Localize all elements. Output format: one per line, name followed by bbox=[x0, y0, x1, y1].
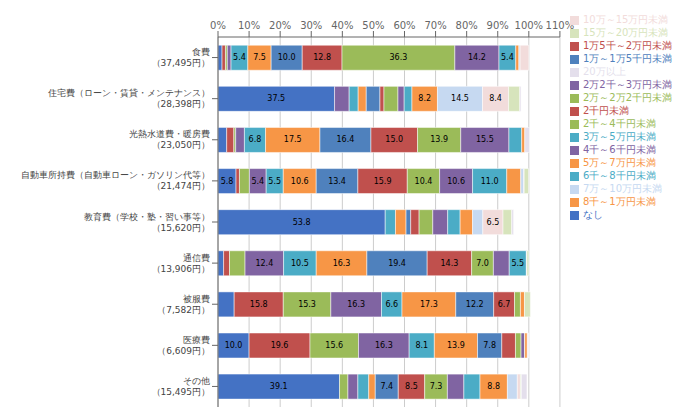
svg-text:5.5: 5.5 bbox=[511, 259, 524, 268]
svg-text:10.6: 10.6 bbox=[291, 177, 309, 186]
svg-text:その他（15,495円）: その他（15,495円） bbox=[152, 376, 211, 397]
html-text:20万以上: 20万以上 bbox=[582, 66, 626, 77]
html-text:4千～6千円未満: 4千～6千円未満 bbox=[582, 144, 656, 155]
svg-text:70%: 70% bbox=[424, 20, 446, 31]
svg-text:7.0: 7.0 bbox=[476, 259, 489, 268]
svg-text:通信費（13,906円）: 通信費（13,906円） bbox=[152, 253, 211, 274]
svg-text:37.5: 37.5 bbox=[267, 94, 285, 103]
svg-text:8.8: 8.8 bbox=[487, 382, 500, 391]
svg-text:15.9: 15.9 bbox=[374, 177, 392, 186]
svg-text:16.4: 16.4 bbox=[337, 135, 355, 144]
svg-text:10.6: 10.6 bbox=[447, 177, 465, 186]
svg-text:15.6: 15.6 bbox=[325, 341, 343, 350]
svg-text:光熱水道費・暖房費（23,050円）: 光熱水道費・暖房費（23,050円） bbox=[129, 129, 210, 150]
svg-text:8.4: 8.4 bbox=[489, 94, 502, 103]
svg-text:20%: 20% bbox=[269, 20, 291, 31]
svg-text:自動車所持費（自動車ローン・ガソリン代等）（21,474円）: 自動車所持費（自動車ローン・ガソリン代等）（21,474円） bbox=[21, 170, 210, 191]
svg-text:7.4: 7.4 bbox=[380, 382, 393, 391]
svg-text:13.9: 13.9 bbox=[447, 341, 465, 350]
svg-text:12.2: 12.2 bbox=[466, 300, 484, 309]
svg-text:14.2: 14.2 bbox=[468, 53, 486, 62]
html-text:5万～7万円未満: 5万～7万円未満 bbox=[582, 157, 656, 168]
svg-text:10.0: 10.0 bbox=[278, 53, 296, 62]
html-text:15万～20万円未満: 15万～20万円未満 bbox=[582, 27, 669, 38]
svg-text:10%: 10% bbox=[238, 20, 260, 31]
svg-text:被服費（7,582円）: 被服費（7,582円） bbox=[157, 294, 210, 315]
svg-text:6.7: 6.7 bbox=[498, 300, 511, 309]
svg-text:19.4: 19.4 bbox=[388, 259, 406, 268]
svg-text:36.3: 36.3 bbox=[390, 53, 408, 62]
svg-text:5.4: 5.4 bbox=[501, 53, 514, 62]
svg-text:5.4: 5.4 bbox=[251, 177, 264, 186]
html-text:2千円未満: 2千円未満 bbox=[582, 105, 630, 116]
svg-text:15.8: 15.8 bbox=[250, 300, 268, 309]
svg-text:5.4: 5.4 bbox=[233, 53, 246, 62]
svg-text:10.4: 10.4 bbox=[415, 177, 433, 186]
svg-text:6.6: 6.6 bbox=[385, 300, 398, 309]
svg-text:8.1: 8.1 bbox=[415, 341, 428, 350]
html-text:2万2千～3万円未満: 2万2千～3万円未満 bbox=[582, 79, 672, 90]
html-text:10万～15万円未満: 10万～15万円未満 bbox=[582, 14, 669, 25]
svg-text:6.8: 6.8 bbox=[249, 135, 262, 144]
svg-text:16.3: 16.3 bbox=[333, 259, 351, 268]
svg-text:5.5: 5.5 bbox=[268, 177, 281, 186]
svg-text:教育費（学校・塾・習い事等）（15,620円）: 教育費（学校・塾・習い事等）（15,620円） bbox=[84, 212, 210, 233]
html-text:1万5千～2万円未満: 1万5千～2万円未満 bbox=[582, 40, 672, 51]
html-text:8千～1万円未満: 8千～1万円未満 bbox=[582, 196, 656, 207]
svg-text:30%: 30% bbox=[300, 20, 322, 31]
svg-text:0%: 0% bbox=[210, 20, 226, 31]
svg-text:13.4: 13.4 bbox=[328, 177, 346, 186]
svg-text:12.8: 12.8 bbox=[313, 53, 331, 62]
svg-text:15.0: 15.0 bbox=[385, 135, 403, 144]
html-text:1万～1万5千円未満: 1万～1万5千円未満 bbox=[582, 53, 672, 64]
svg-text:10.5: 10.5 bbox=[291, 259, 309, 268]
svg-text:15.5: 15.5 bbox=[476, 135, 494, 144]
svg-text:14.3: 14.3 bbox=[441, 259, 459, 268]
svg-text:39.1: 39.1 bbox=[270, 382, 288, 391]
svg-text:7.5: 7.5 bbox=[253, 53, 266, 62]
svg-text:90%: 90% bbox=[487, 20, 509, 31]
svg-text:60%: 60% bbox=[393, 20, 415, 31]
svg-text:50%: 50% bbox=[362, 20, 384, 31]
svg-text:医療費（6,609円）: 医療費（6,609円） bbox=[157, 335, 210, 356]
html-text:6千～8千円未満: 6千～8千円未満 bbox=[582, 170, 656, 181]
svg-text:5.8: 5.8 bbox=[221, 177, 234, 186]
html-text:7万～10万円未満: 7万～10万円未満 bbox=[582, 183, 662, 194]
svg-text:8.5: 8.5 bbox=[405, 382, 418, 391]
svg-text:15.3: 15.3 bbox=[298, 300, 316, 309]
svg-text:16.3: 16.3 bbox=[375, 341, 393, 350]
svg-text:17.5: 17.5 bbox=[284, 135, 302, 144]
svg-text:100%: 100% bbox=[515, 20, 544, 31]
html-text:3万～5万円未満: 3万～5万円未満 bbox=[582, 131, 656, 142]
svg-text:6.5: 6.5 bbox=[487, 218, 500, 227]
svg-text:11.0: 11.0 bbox=[481, 177, 499, 186]
svg-text:53.8: 53.8 bbox=[293, 218, 311, 227]
svg-text:住宅費（ローン・賃貸・メンテナンス）（28,398円）: 住宅費（ローン・賃貸・メンテナンス）（28,398円） bbox=[48, 88, 210, 109]
svg-text:110%: 110% bbox=[546, 20, 575, 31]
svg-text:12.4: 12.4 bbox=[255, 259, 273, 268]
svg-text:40%: 40% bbox=[331, 20, 353, 31]
svg-text:7.3: 7.3 bbox=[430, 382, 443, 391]
html-text:なし: なし bbox=[582, 209, 603, 220]
svg-text:80%: 80% bbox=[456, 20, 478, 31]
svg-text:17.3: 17.3 bbox=[420, 300, 438, 309]
svg-text:19.6: 19.6 bbox=[271, 341, 289, 350]
html-text:2万～2万2千円未満: 2万～2万2千円未満 bbox=[582, 92, 672, 103]
svg-text:13.9: 13.9 bbox=[430, 135, 448, 144]
svg-text:7.8: 7.8 bbox=[483, 341, 496, 350]
html-text:2千～4千円未満: 2千～4千円未満 bbox=[582, 118, 656, 129]
svg-text:食費（37,495円）: 食費（37,495円） bbox=[152, 47, 211, 68]
svg-text:16.3: 16.3 bbox=[347, 300, 365, 309]
svg-text:14.5: 14.5 bbox=[451, 94, 469, 103]
svg-text:8.2: 8.2 bbox=[418, 94, 431, 103]
svg-text:10.0: 10.0 bbox=[225, 341, 243, 350]
